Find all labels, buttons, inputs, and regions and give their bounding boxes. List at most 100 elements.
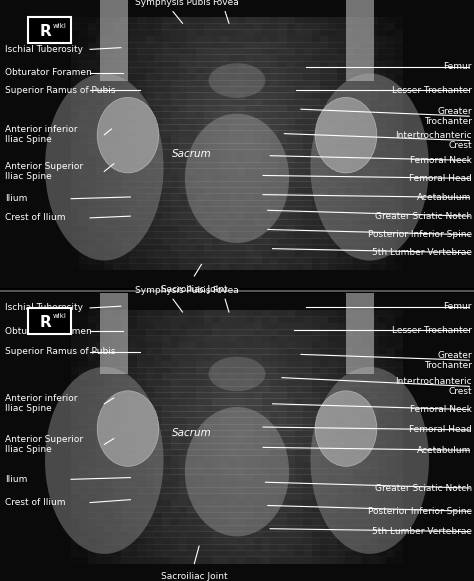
Bar xyxy=(228,373,237,381)
Bar xyxy=(71,130,79,138)
Bar xyxy=(295,335,303,342)
Bar xyxy=(96,168,104,175)
Bar xyxy=(337,143,345,150)
Bar xyxy=(88,105,96,112)
Bar xyxy=(179,238,187,245)
Bar xyxy=(386,550,394,557)
Bar xyxy=(112,449,121,456)
Bar xyxy=(295,99,303,106)
Bar xyxy=(220,206,228,213)
Bar xyxy=(254,335,262,342)
Bar xyxy=(121,231,129,239)
Bar xyxy=(71,206,79,213)
Bar xyxy=(386,225,394,232)
Bar xyxy=(171,181,179,188)
Bar xyxy=(88,257,96,264)
Bar xyxy=(112,310,121,317)
Bar xyxy=(246,213,254,220)
Bar xyxy=(179,367,187,374)
Bar xyxy=(386,213,394,220)
Bar xyxy=(129,436,137,443)
FancyBboxPatch shape xyxy=(28,308,71,333)
Bar xyxy=(278,80,287,87)
Bar xyxy=(353,537,361,544)
Bar xyxy=(121,143,129,150)
Bar xyxy=(394,480,403,488)
Bar xyxy=(162,456,171,462)
Bar xyxy=(187,512,195,519)
Bar xyxy=(146,379,154,387)
Bar xyxy=(171,55,179,62)
Bar xyxy=(353,73,361,81)
Bar xyxy=(112,117,121,125)
Bar xyxy=(287,42,295,49)
Bar xyxy=(129,156,137,163)
Bar xyxy=(278,244,287,251)
Bar xyxy=(212,386,220,393)
Bar xyxy=(137,168,146,175)
Bar xyxy=(254,430,262,437)
Bar xyxy=(162,42,171,49)
Bar xyxy=(254,379,262,387)
Bar xyxy=(246,316,254,324)
Bar xyxy=(270,316,278,324)
Bar xyxy=(254,531,262,538)
Bar xyxy=(162,16,171,24)
Bar xyxy=(171,86,179,93)
Bar xyxy=(171,392,179,399)
Bar xyxy=(378,354,386,361)
Bar xyxy=(394,550,403,557)
Bar xyxy=(88,430,96,437)
Bar xyxy=(237,61,246,68)
Bar xyxy=(345,456,353,462)
Bar xyxy=(204,443,212,450)
Bar xyxy=(71,544,79,551)
Bar xyxy=(146,137,154,144)
Bar xyxy=(345,379,353,387)
Bar xyxy=(270,512,278,519)
Bar xyxy=(146,168,154,175)
Bar xyxy=(187,200,195,207)
Bar xyxy=(88,218,96,226)
Bar xyxy=(295,424,303,431)
Bar xyxy=(146,461,154,469)
Text: Obturator Foramen: Obturator Foramen xyxy=(5,327,91,336)
Bar xyxy=(353,316,361,324)
Bar xyxy=(370,105,378,112)
Bar xyxy=(121,329,129,336)
Bar xyxy=(79,436,88,443)
Bar xyxy=(187,73,195,81)
Bar xyxy=(386,480,394,488)
Bar xyxy=(295,218,303,226)
Bar xyxy=(361,250,370,257)
Bar xyxy=(378,156,386,163)
Bar xyxy=(311,335,320,342)
Bar xyxy=(345,23,353,30)
Bar xyxy=(337,335,345,342)
Bar xyxy=(386,335,394,342)
Bar xyxy=(179,16,187,24)
Bar xyxy=(129,200,137,207)
Text: Femoral Neck: Femoral Neck xyxy=(410,156,472,165)
Bar xyxy=(345,449,353,456)
Bar xyxy=(262,436,270,443)
Bar xyxy=(345,156,353,163)
Bar xyxy=(262,461,270,469)
Bar xyxy=(129,48,137,55)
Bar xyxy=(212,124,220,131)
Bar xyxy=(254,143,262,150)
Bar xyxy=(88,544,96,551)
Bar xyxy=(112,500,121,507)
Bar xyxy=(179,137,187,144)
Bar xyxy=(171,244,179,251)
Bar xyxy=(237,187,246,194)
Bar xyxy=(88,405,96,412)
Bar xyxy=(337,316,345,324)
Bar xyxy=(137,487,146,494)
Text: Posterior Inferior Spine: Posterior Inferior Spine xyxy=(367,230,472,239)
Bar xyxy=(146,35,154,42)
Bar xyxy=(220,193,228,200)
Bar xyxy=(386,373,394,381)
Bar xyxy=(246,67,254,74)
Bar xyxy=(162,449,171,456)
